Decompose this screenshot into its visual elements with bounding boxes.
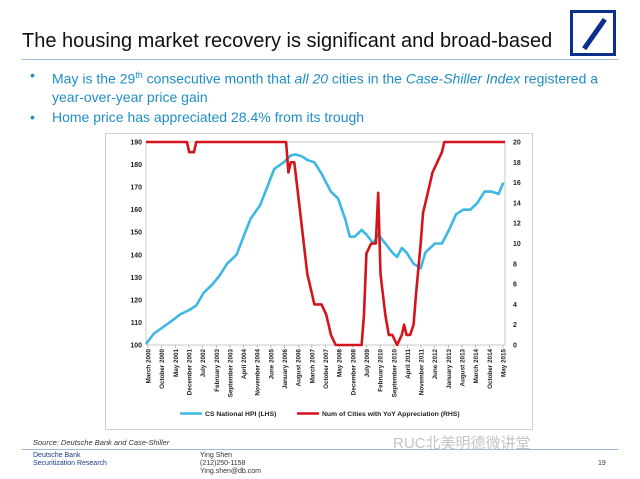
left-axis-tick-label: 160 xyxy=(130,207,142,214)
x-axis-tick-label: October 2014 xyxy=(487,349,494,389)
deutsche-bank-logo-icon xyxy=(570,10,616,56)
bullet-1-text-3: cities in the xyxy=(328,70,406,87)
x-axis-tick-label: April 2004 xyxy=(241,349,248,380)
x-axis-tick-label: July 2009 xyxy=(364,349,371,378)
bullet-1-text-2: consecutive month that xyxy=(142,70,295,87)
right-axis-tick-label: 20 xyxy=(513,140,521,147)
x-axis-tick-label: December 2008 xyxy=(350,349,357,396)
footer-name: Ying Shen xyxy=(200,452,233,459)
right-axis-tick-label: 4 xyxy=(513,302,517,309)
legend-hpi-label: CS National HPI (LHS) xyxy=(205,411,276,418)
left-axis-tick-label: 130 xyxy=(130,275,142,282)
left-axis-tick-label: 190 xyxy=(130,140,142,147)
x-axis-tick-label: March 2007 xyxy=(309,349,316,384)
footer-email[interactable]: Ying.shen@db.com xyxy=(200,468,261,475)
bullet-item-2: Home price has appreciated 28.4% from it… xyxy=(30,108,620,126)
right-axis-tick-label: 10 xyxy=(513,241,521,248)
right-axis-tick-label: 18 xyxy=(513,160,521,167)
footer-phone: (212)250-1158 xyxy=(200,460,246,467)
left-axis-tick-label: 170 xyxy=(130,185,142,192)
bullet-1-emphasis-1: all 20 xyxy=(294,70,329,87)
x-axis-tick-label: February 2010 xyxy=(378,349,385,392)
footer-contact: Ying Shen (212)250-1158 Ying.shen@db.com xyxy=(200,452,261,476)
x-axis-tick-label: January 2006 xyxy=(282,349,289,389)
x-axis-tick-label: June 2012 xyxy=(432,349,439,380)
bullet-1-text-4: registered a year-over-year price gain xyxy=(52,70,599,105)
legend-cities-label: Num of Cities with YoY Appreciation (RHS… xyxy=(322,411,460,418)
left-axis-tick-label: 120 xyxy=(130,297,142,304)
x-axis-tick-label: August 2006 xyxy=(296,349,303,387)
left-axis-tick-label: 140 xyxy=(130,252,142,259)
x-axis-tick-label: August 2013 xyxy=(460,349,467,387)
x-axis-tick-label: September 2003 xyxy=(227,349,234,398)
right-axis-tick-label: 8 xyxy=(513,261,517,268)
x-axis-tick-label: November 2004 xyxy=(255,349,262,396)
bullet-list: May is the 29th consecutive month that a… xyxy=(30,66,620,128)
right-axis-tick-label: 14 xyxy=(513,200,521,207)
bullet-1-text: May is the 29 xyxy=(52,70,136,87)
bullet-1-emphasis-2: Case-Shiller Index xyxy=(405,70,521,87)
footer-org-line-2: Securitization Research xyxy=(33,460,107,467)
page-number: 19 xyxy=(598,460,606,467)
hpi-series-line xyxy=(144,153,505,345)
right-axis-tick-label: 12 xyxy=(513,221,521,228)
bullet-item-1: May is the 29th consecutive month that a… xyxy=(30,66,620,106)
x-axis-tick-label: May 2001 xyxy=(173,349,180,378)
left-axis-tick-label: 110 xyxy=(131,320,142,327)
slide-title: The housing market recovery is significa… xyxy=(22,30,553,52)
footer-org-line-1: Deutsche Bank xyxy=(33,452,81,459)
bullet-2-text: Home price has appreciated 28.4% from it… xyxy=(52,108,365,125)
x-axis-tick-label: July 2002 xyxy=(200,349,207,378)
x-axis-tick-label: May 2015 xyxy=(501,349,508,378)
x-axis-tick-label: October 2000 xyxy=(159,349,166,389)
cities-series-line xyxy=(146,140,505,347)
source-note: Source: Deutsche Bank and Case-Shiller xyxy=(33,438,170,447)
x-axis-tick-label: June 2005 xyxy=(268,349,275,380)
chart-frame xyxy=(105,133,533,430)
x-axis-tick-label: April 2011 xyxy=(405,349,412,379)
title-divider xyxy=(22,59,618,60)
x-axis-tick-label: February 2003 xyxy=(214,349,221,392)
left-axis-tick-label: 100 xyxy=(130,343,142,350)
x-axis-tick-label: January 2013 xyxy=(446,349,453,389)
left-axis-tick-label: 180 xyxy=(130,162,142,169)
footer-divider xyxy=(22,449,618,450)
x-axis-tick-label: March 2014 xyxy=(473,349,480,384)
right-axis-tick-label: 16 xyxy=(513,180,521,187)
x-axis-tick-label: March 2000 xyxy=(146,349,153,384)
watermark-text: RUC北美明德微讲堂 xyxy=(393,435,531,452)
x-axis-tick-label: May 2008 xyxy=(337,349,344,378)
right-axis-tick-label: 6 xyxy=(513,282,517,289)
x-axis-tick-label: October 2007 xyxy=(323,349,330,389)
x-axis-tick-label: November 2011 xyxy=(419,349,426,396)
footer-org: Deutsche Bank Securitization Research xyxy=(33,452,107,468)
bullet-1-superscript: th xyxy=(135,70,143,80)
x-axis-tick-label: December 2001 xyxy=(186,349,193,396)
left-axis-tick-label: 150 xyxy=(130,230,142,237)
right-axis-tick-label: 2 xyxy=(513,322,517,329)
x-axis-tick-label: September 2010 xyxy=(391,349,398,398)
right-axis-tick-label: 0 xyxy=(513,343,517,350)
